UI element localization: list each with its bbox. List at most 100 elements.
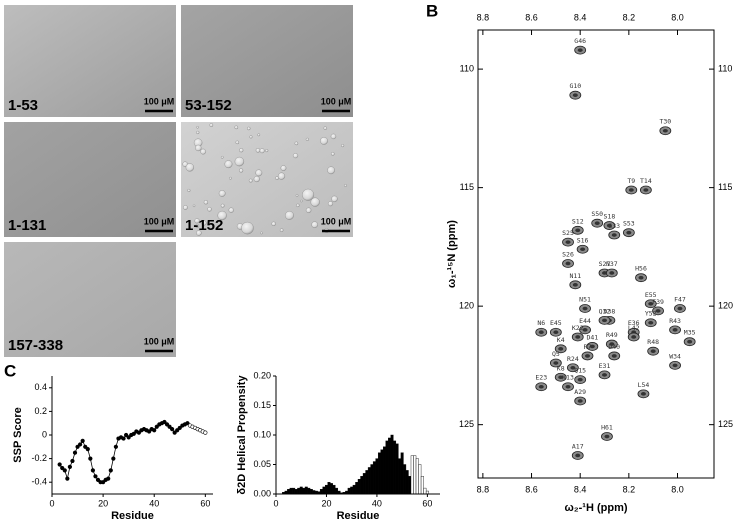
droplet bbox=[327, 201, 334, 207]
droplet bbox=[279, 228, 284, 232]
point bbox=[62, 468, 67, 473]
bar bbox=[327, 482, 331, 495]
point bbox=[93, 474, 98, 479]
droplet bbox=[265, 149, 269, 153]
droplet bbox=[220, 155, 224, 159]
droplet bbox=[292, 153, 299, 159]
peak-label: S27 bbox=[599, 260, 611, 268]
peak-core bbox=[558, 347, 564, 351]
bar bbox=[360, 476, 364, 495]
y-tick-label: 0.20 bbox=[253, 370, 271, 380]
bar bbox=[347, 487, 351, 495]
y-tick-label: -0.2 bbox=[31, 453, 47, 463]
droplet bbox=[195, 224, 200, 228]
peak-core bbox=[582, 328, 588, 332]
peak-core bbox=[631, 335, 637, 339]
x-tick-label: 8.8 bbox=[477, 484, 490, 494]
peak-label: N37 bbox=[606, 260, 618, 268]
bar bbox=[385, 440, 389, 495]
peak-core bbox=[558, 375, 564, 380]
droplet bbox=[218, 190, 226, 197]
bar bbox=[322, 486, 326, 495]
droplet bbox=[255, 169, 263, 177]
droplet bbox=[320, 136, 328, 145]
point bbox=[154, 424, 159, 429]
peak-core bbox=[565, 384, 571, 389]
bar bbox=[355, 482, 359, 495]
image-label: 1-131 bbox=[8, 217, 46, 234]
peak-label: F39 bbox=[652, 298, 664, 306]
bar bbox=[423, 487, 427, 495]
peak-label: S16 bbox=[577, 236, 589, 244]
bar bbox=[390, 434, 394, 495]
bar bbox=[377, 452, 381, 495]
droplet bbox=[220, 203, 225, 208]
peak-core bbox=[648, 301, 654, 306]
y-tick-label: 115 bbox=[460, 182, 474, 192]
peak-core bbox=[538, 384, 544, 389]
point bbox=[136, 430, 141, 435]
x-tick-label: 0 bbox=[49, 498, 54, 508]
point bbox=[152, 428, 157, 433]
scale-label: 100 μM bbox=[144, 96, 175, 106]
bar bbox=[400, 452, 404, 495]
peak-core bbox=[606, 223, 612, 228]
peak-core bbox=[594, 221, 600, 225]
x-tick-label: 8.2 bbox=[623, 484, 636, 494]
point bbox=[85, 447, 90, 452]
droplet bbox=[305, 137, 309, 141]
peak-core bbox=[572, 93, 578, 97]
point bbox=[75, 444, 80, 449]
peak-label: S26 bbox=[562, 250, 574, 258]
panel-label: C bbox=[4, 361, 16, 380]
droplet bbox=[331, 195, 338, 203]
peak-label: H61 bbox=[601, 424, 613, 432]
x-tick-label: 60 bbox=[200, 498, 210, 508]
peak-core bbox=[655, 309, 661, 313]
droplet bbox=[203, 200, 209, 205]
droplet bbox=[235, 140, 240, 145]
bar bbox=[415, 458, 419, 495]
droplet bbox=[294, 141, 299, 146]
peak-label: M35 bbox=[684, 329, 696, 337]
y-tick-label: 125 bbox=[459, 419, 474, 429]
point bbox=[111, 456, 116, 461]
bar bbox=[403, 464, 407, 495]
droplet bbox=[260, 231, 263, 235]
peak-core bbox=[640, 392, 646, 396]
droplet bbox=[253, 175, 260, 183]
bar bbox=[330, 483, 333, 495]
peak-label: L54 bbox=[638, 381, 650, 389]
peak-core bbox=[638, 275, 644, 280]
y-tick-label: 115 bbox=[718, 182, 732, 192]
point bbox=[203, 430, 208, 435]
bar bbox=[372, 461, 376, 495]
scale-label: 100 μM bbox=[144, 336, 175, 346]
peak-label: R7 bbox=[584, 343, 592, 351]
droplet bbox=[217, 210, 227, 221]
bar bbox=[362, 473, 366, 495]
peak-core bbox=[570, 365, 576, 370]
peak-label: W34 bbox=[669, 352, 681, 360]
bar bbox=[367, 467, 371, 495]
x-tick-label: 8.4 bbox=[574, 484, 587, 494]
bar bbox=[365, 470, 369, 495]
droplet bbox=[247, 126, 251, 131]
droplet bbox=[344, 184, 347, 187]
droplet bbox=[200, 148, 207, 155]
peak-label: Q5 bbox=[552, 350, 560, 358]
peak-label: N11 bbox=[569, 272, 581, 280]
peak-label: F47 bbox=[674, 296, 686, 304]
image-label: 157-338 bbox=[8, 337, 63, 354]
peak-core bbox=[553, 330, 559, 335]
bar bbox=[410, 455, 414, 495]
peak-core bbox=[626, 230, 632, 235]
bar bbox=[350, 486, 354, 495]
y-tick-label: 0.2 bbox=[34, 406, 47, 416]
peak-label: K8 bbox=[557, 364, 565, 372]
peak-core bbox=[650, 349, 656, 353]
point bbox=[65, 476, 70, 481]
point bbox=[147, 429, 152, 434]
x-tick-label: 8.0 bbox=[671, 12, 684, 22]
point bbox=[72, 450, 78, 455]
